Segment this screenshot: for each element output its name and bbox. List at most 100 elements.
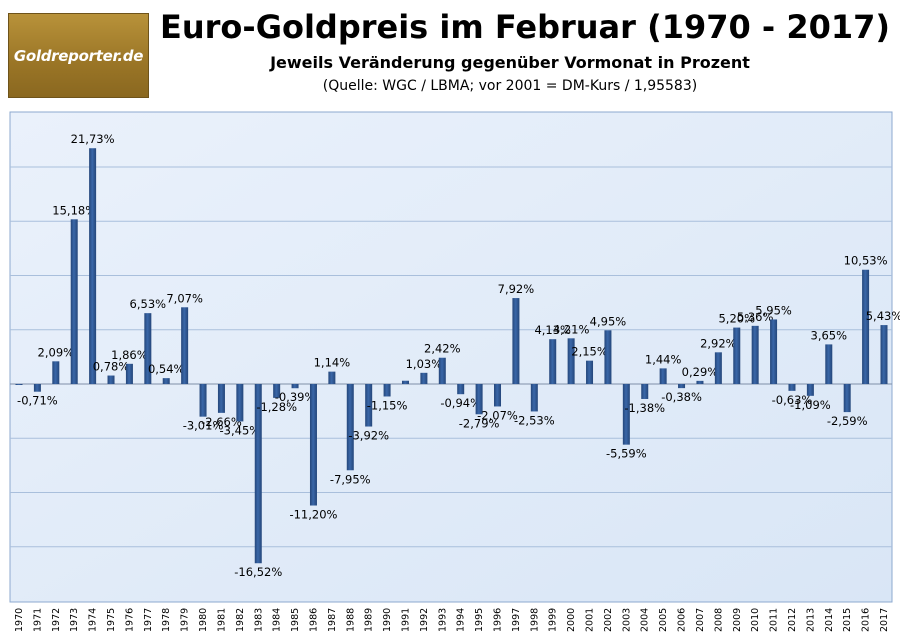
- x-tick-label: 1975: [106, 608, 117, 632]
- bar: [273, 384, 281, 398]
- data-label: -0,71%: [17, 394, 58, 408]
- data-label: 2,09%: [38, 345, 75, 359]
- bar: [254, 384, 262, 564]
- data-label: 6,53%: [130, 297, 167, 311]
- x-tick-label: 2017: [879, 608, 890, 632]
- bar: [512, 298, 520, 384]
- bar: [328, 371, 336, 384]
- x-tick-label: 2006: [677, 608, 688, 632]
- bar: [144, 313, 152, 384]
- data-label: -1,38%: [624, 401, 665, 415]
- x-tick-label: 1988: [345, 608, 356, 632]
- x-tick-label: 1991: [400, 608, 411, 632]
- data-label: -2,79%: [459, 416, 500, 430]
- x-tick-label: 1986: [308, 608, 319, 632]
- logo-text: Goldreporter.de: [13, 46, 144, 65]
- bar: [770, 319, 778, 384]
- bar: [843, 384, 851, 413]
- data-label: 0,29%: [682, 365, 719, 379]
- data-label: 1,86%: [111, 348, 148, 362]
- x-tick-label: 1982: [235, 608, 246, 632]
- x-tick-label: 2009: [732, 608, 743, 632]
- data-label: -1,15%: [367, 398, 408, 412]
- bar: [880, 325, 888, 384]
- data-label: -1,09%: [790, 398, 831, 412]
- x-tick-label: 1996: [493, 608, 504, 632]
- data-label: 2,92%: [700, 336, 737, 350]
- bar: [236, 384, 244, 422]
- x-tick-label: 1997: [511, 608, 522, 632]
- x-tick-label: 1993: [437, 608, 448, 632]
- data-label: 1,14%: [314, 356, 351, 370]
- bar: [181, 307, 189, 384]
- data-label: 0,78%: [93, 360, 130, 374]
- data-label: 5,36%: [737, 310, 774, 324]
- bar: [549, 339, 557, 384]
- bar: [346, 384, 354, 471]
- x-tick-label: 1973: [69, 608, 80, 632]
- bar: [107, 375, 115, 384]
- data-label: 5,20%: [718, 312, 755, 326]
- x-tick-label: 1970: [14, 608, 25, 632]
- data-label: 1,03%: [406, 357, 443, 371]
- chart-title: Euro-Goldpreis im Februar (1970 - 2017): [160, 8, 890, 46]
- bar: [825, 344, 833, 384]
- bar: [15, 384, 23, 385]
- data-label: 0,54%: [148, 362, 185, 376]
- bar: [678, 384, 686, 389]
- bar: [52, 361, 60, 384]
- bar: [365, 384, 373, 427]
- bar: [862, 269, 870, 384]
- x-tick-label: 2007: [695, 608, 706, 632]
- plot-area: [9, 111, 893, 603]
- bar: [33, 384, 41, 392]
- x-tick-label: 1971: [32, 608, 43, 632]
- bar: [622, 384, 630, 445]
- x-tick-label: 2011: [769, 608, 780, 632]
- bar: [475, 384, 483, 415]
- data-label: -16,52%: [234, 565, 282, 579]
- x-tick-label: 1994: [456, 608, 467, 632]
- bar: [217, 384, 225, 413]
- data-label: -0,38%: [661, 390, 702, 404]
- data-label: 5,43%: [866, 309, 900, 323]
- data-label: 4,13%: [534, 323, 571, 337]
- bar: [751, 325, 759, 384]
- bar: [696, 380, 704, 384]
- data-label: -1,28%: [256, 400, 297, 414]
- bar: [199, 384, 207, 417]
- data-label: -11,20%: [289, 508, 337, 522]
- data-label: -3,01%: [183, 419, 224, 433]
- data-label: -2,66%: [201, 415, 242, 429]
- bar: [714, 352, 722, 384]
- x-tick-label: 2012: [787, 608, 798, 632]
- bar: [309, 384, 317, 506]
- bar: [494, 384, 502, 407]
- x-tick-label: 2013: [805, 608, 816, 632]
- bar: [162, 378, 170, 384]
- x-tick-label: 1985: [290, 608, 301, 632]
- data-label: -3,45%: [220, 423, 261, 437]
- data-label: 4,95%: [590, 314, 627, 328]
- bar: [383, 384, 391, 397]
- x-tick-label: 2008: [713, 608, 724, 632]
- bar: [659, 368, 667, 384]
- bar: [401, 380, 409, 384]
- x-tick-label: 1978: [161, 608, 172, 632]
- x-tick-label: 2003: [621, 608, 632, 632]
- data-label: 21,73%: [71, 132, 115, 146]
- data-label: -0,94%: [440, 396, 481, 410]
- bar: [586, 360, 594, 384]
- bar: [420, 372, 428, 384]
- chart-subtitle: Jeweils Veränderung gegenüber Vormonat i…: [270, 53, 750, 72]
- bar: [438, 357, 446, 384]
- x-tick-label: 2002: [603, 608, 614, 632]
- bar: [733, 327, 741, 384]
- data-label: 2,42%: [424, 342, 461, 356]
- bar: [641, 384, 649, 399]
- x-tick-label: 1995: [474, 608, 485, 632]
- goldreporter-logo: Goldreporter.de: [8, 13, 149, 98]
- x-tick-label: 1979: [180, 608, 191, 632]
- data-label: 2,15%: [571, 345, 608, 359]
